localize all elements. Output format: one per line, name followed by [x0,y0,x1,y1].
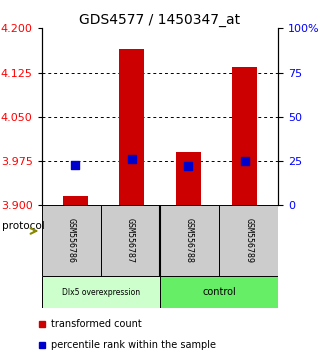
Bar [42,205,101,276]
Point [73,162,78,167]
Bar [63,196,88,205]
Text: control: control [202,287,236,297]
Point [186,164,191,169]
Point [242,158,247,164]
Bar [42,276,160,308]
Bar [101,205,160,276]
Bar [160,205,219,276]
Bar [219,205,278,276]
Text: GSM556789: GSM556789 [244,218,253,263]
Title: GDS4577 / 1450347_at: GDS4577 / 1450347_at [79,13,241,27]
Text: Dlx5 overexpression: Dlx5 overexpression [62,287,140,297]
Bar [232,67,257,205]
Text: GSM556786: GSM556786 [67,218,76,263]
Text: GSM556787: GSM556787 [126,218,135,263]
Bar [119,49,145,205]
Bar [160,276,278,308]
Point [129,156,134,162]
Text: transformed count: transformed count [51,319,142,329]
Text: protocol: protocol [2,221,45,231]
Text: percentile rank within the sample: percentile rank within the sample [51,340,216,350]
Text: GSM556788: GSM556788 [185,218,194,263]
Bar [175,152,201,205]
